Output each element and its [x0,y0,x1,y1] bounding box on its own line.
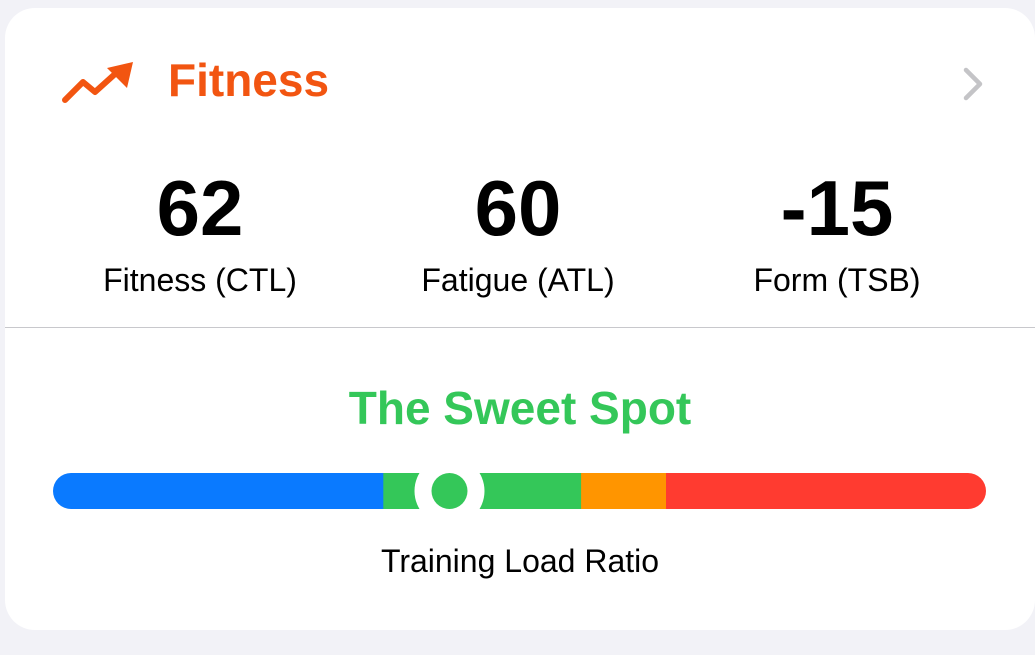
gauge-marker-dot [431,473,468,509]
zone-title: The Sweet Spot [348,382,692,434]
trend-up-icon [62,62,133,103]
metric-value: 62 [156,164,244,252]
gauge-zone-1 [53,473,384,509]
gauge-zone-4 [666,473,986,509]
divider [5,327,1035,328]
metric-value: 60 [474,164,562,252]
metrics-row: 62 Fitness (CTL) 60 Fatigue (ATL) -15 Fo… [5,158,1035,328]
metric-label: Fitness (CTL) [103,262,297,298]
gauge-label: Training Load Ratio [380,543,660,579]
fitness-card[interactable]: Fitness 62 Fitness (CTL) 60 Fatigue (ATL… [5,8,1035,630]
metric-value: -15 [780,164,894,252]
metric-label: Fatigue (ATL) [421,262,615,298]
training-load-gauge [53,473,986,509]
metric-fitness: 62 Fitness (CTL) [40,158,360,302]
metric-form: -15 Form (TSB) [677,158,997,302]
metric-fatigue: 60 Fatigue (ATL) [358,158,678,302]
chevron-right-icon[interactable] [960,64,986,104]
card-header[interactable]: Fitness [5,8,1035,148]
gauge-zone-3 [581,473,667,509]
metric-label: Form (TSB) [753,262,921,298]
card-title: Fitness [168,54,330,106]
